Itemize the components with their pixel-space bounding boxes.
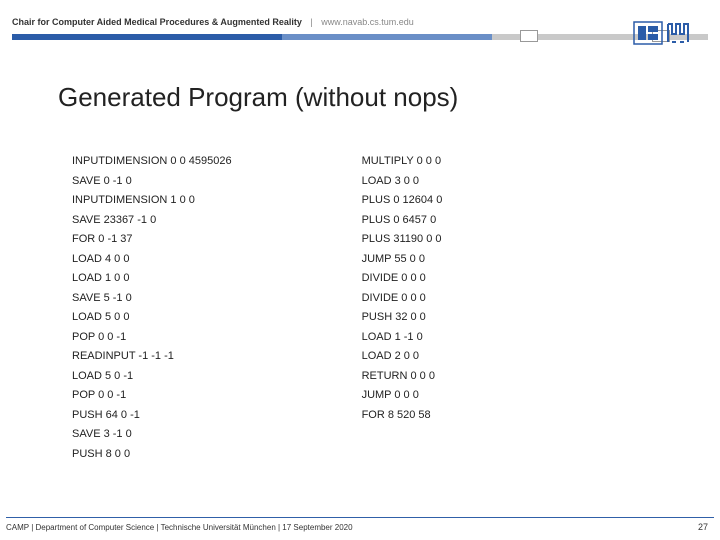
instruction: PUSH 32 0 0	[362, 311, 443, 323]
instruction: POP 0 0 -1	[72, 331, 232, 343]
header-url: www.navab.cs.tum.edu	[321, 17, 414, 27]
header: Chair for Computer Aided Medical Procedu…	[12, 12, 708, 44]
instruction: PLUS 0 6457 0	[362, 214, 443, 226]
instruction: LOAD 5 0 0	[72, 311, 232, 323]
instruction: LOAD 1 -1 0	[362, 331, 443, 343]
instruction: SAVE 0 -1 0	[72, 175, 232, 187]
instruction: DIVIDE 0 0 0	[362, 272, 443, 284]
instruction: PLUS 31190 0 0	[362, 233, 443, 245]
left-column: INPUTDIMENSION 0 0 4595026 SAVE 0 -1 0 I…	[72, 155, 232, 490]
instruction: RETURN 0 0 0	[362, 370, 443, 382]
instruction: LOAD 5 0 -1	[72, 370, 232, 382]
instruction: JUMP 55 0 0	[362, 253, 443, 265]
header-text-wrap: Chair for Computer Aided Medical Procedu…	[12, 17, 414, 27]
instruction: READINPUT -1 -1 -1	[72, 350, 232, 362]
instruction: SAVE 3 -1 0	[72, 428, 232, 440]
header-chair: Chair for Computer Aided Medical Procedu…	[12, 17, 302, 27]
header-separator: |	[310, 17, 312, 27]
footer-text: CAMP | Department of Computer Science | …	[6, 523, 353, 532]
camp-tum-logo	[632, 18, 702, 48]
header-marker-left	[520, 30, 538, 42]
header-rule-seg2	[282, 34, 492, 40]
instruction: LOAD 2 0 0	[362, 350, 443, 362]
footer: CAMP | Department of Computer Science | …	[6, 517, 714, 532]
instruction: SAVE 23367 -1 0	[72, 214, 232, 226]
instruction: POP 0 0 -1	[72, 389, 232, 401]
right-column: MULTIPLY 0 0 0 LOAD 3 0 0 PLUS 0 12604 0…	[362, 155, 443, 490]
program-listing: INPUTDIMENSION 0 0 4595026 SAVE 0 -1 0 I…	[72, 155, 660, 490]
instruction: DIVIDE 0 0 0	[362, 292, 443, 304]
instruction: INPUTDIMENSION 1 0 0	[72, 194, 232, 206]
instruction: JUMP 0 0 0	[362, 389, 443, 401]
footer-page-number: 27	[698, 522, 708, 532]
header-rule-seg1	[12, 34, 282, 40]
instruction: MULTIPLY 0 0 0	[362, 155, 443, 167]
instruction: SAVE 5 -1 0	[72, 292, 232, 304]
instruction: LOAD 3 0 0	[362, 175, 443, 187]
header-rule	[12, 34, 708, 40]
instruction: PLUS 0 12604 0	[362, 194, 443, 206]
instruction: LOAD 1 0 0	[72, 272, 232, 284]
instruction: PUSH 8 0 0	[72, 448, 232, 460]
instruction: FOR 8 520 58	[362, 409, 443, 421]
instruction: FOR 0 -1 37	[72, 233, 232, 245]
instruction: INPUTDIMENSION 0 0 4595026	[72, 155, 232, 167]
instruction: PUSH 64 0 -1	[72, 409, 232, 421]
page-title: Generated Program (without nops)	[58, 82, 458, 113]
instruction: LOAD 4 0 0	[72, 253, 232, 265]
